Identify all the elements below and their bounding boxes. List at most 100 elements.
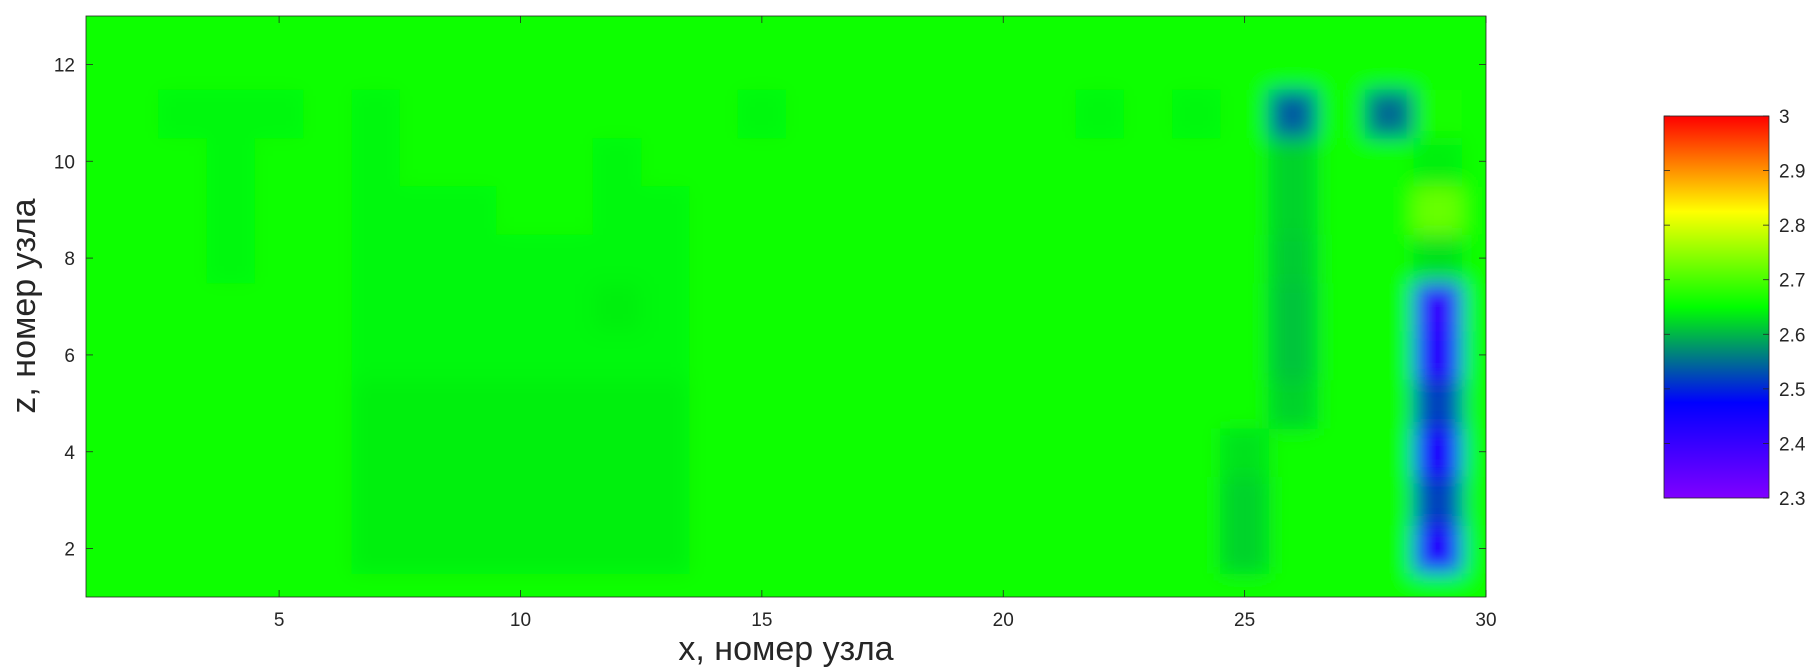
heatmap-cell	[1123, 40, 1174, 90]
heatmap-cell	[206, 572, 256, 597]
plot-area	[85, 15, 1487, 598]
heatmap-cell	[351, 185, 401, 235]
heatmap-cell	[1075, 379, 1125, 429]
heatmap-cell	[86, 137, 112, 187]
heatmap-cell	[737, 330, 787, 381]
heatmap-cell	[1172, 88, 1222, 139]
heatmap-cell	[1365, 16, 1415, 42]
heatmap-cell	[641, 185, 691, 235]
heatmap-cell	[689, 427, 739, 477]
heatmap-cell	[86, 40, 112, 90]
colorbar-tick-label: 2.8	[1779, 216, 1805, 237]
heatmap-cell	[979, 427, 1029, 477]
heatmap-cell	[206, 524, 256, 574]
heatmap-cell	[399, 137, 450, 187]
heatmap-cell	[158, 16, 208, 42]
heatmap-cell	[1027, 524, 1077, 574]
heatmap-cell	[786, 427, 836, 477]
heatmap-cell	[110, 427, 160, 477]
x-tick-label: 15	[751, 610, 772, 631]
heatmap-cell	[1123, 185, 1174, 235]
heatmap-cell	[448, 427, 498, 477]
x-tick-label: 10	[510, 610, 531, 631]
heatmap-cell	[737, 572, 787, 597]
heatmap-cell	[592, 427, 643, 477]
heatmap-cell	[158, 524, 208, 574]
heatmap-cell	[689, 330, 739, 381]
heatmap-cell	[930, 16, 981, 42]
heatmap-cell	[1365, 233, 1415, 284]
heatmap-cell	[1268, 379, 1319, 429]
heatmap-cell	[592, 40, 643, 90]
heatmap-cell	[544, 88, 594, 139]
heatmap-cell	[737, 40, 787, 90]
colorbar-tick-label: 2.4	[1779, 434, 1806, 455]
heatmap-cell	[979, 137, 1029, 187]
heatmap-cell	[882, 16, 932, 42]
heatmap-cell	[110, 233, 160, 284]
heatmap-cell	[110, 475, 160, 526]
heatmap-cell	[979, 282, 1029, 332]
heatmap-cell	[786, 282, 836, 332]
heatmap-cell	[254, 524, 305, 574]
heatmap-cell	[496, 379, 546, 429]
heatmap-cell	[206, 379, 256, 429]
y-tick-label: 8	[64, 249, 75, 270]
heatmap-cell	[930, 330, 981, 381]
heatmap-cell	[158, 185, 208, 235]
heatmap-cell	[786, 572, 836, 597]
heatmap-cell	[1220, 282, 1270, 332]
heatmap-cell	[206, 40, 256, 90]
heatmap-cell	[641, 475, 691, 526]
heatmap-cell	[206, 185, 256, 235]
heatmap-cell	[1172, 379, 1222, 429]
heatmap-cell	[303, 40, 353, 90]
heatmap-cell	[1123, 88, 1174, 139]
heatmap-cell	[110, 40, 160, 90]
heatmap-cell	[1413, 572, 1463, 597]
heatmap-cell	[544, 475, 594, 526]
heatmap-cell	[303, 427, 353, 477]
heatmap-cell	[1268, 16, 1319, 42]
heatmap-cell	[206, 282, 256, 332]
heatmap-cell	[1365, 40, 1415, 90]
heatmap-cell	[1268, 475, 1319, 526]
heatmap-cell	[689, 16, 739, 42]
heatmap-cell	[930, 40, 981, 90]
heatmap-cell	[448, 379, 498, 429]
heatmap-cell	[351, 88, 401, 139]
heatmap-cell	[86, 379, 112, 429]
heatmap-cell	[1027, 282, 1077, 332]
heatmap-cell	[1027, 427, 1077, 477]
heatmap-cell	[399, 475, 450, 526]
heatmap-cell	[1317, 88, 1367, 139]
heatmap-cell	[1075, 88, 1125, 139]
heatmap-cell	[641, 88, 691, 139]
x-tick-label: 30	[1475, 610, 1496, 631]
heatmap-cell	[496, 40, 546, 90]
heatmap-cell	[834, 233, 884, 284]
heatmap-cell	[930, 379, 981, 429]
heatmap-cell	[1027, 185, 1077, 235]
heatmap-cell	[86, 572, 112, 597]
heatmap-cell	[110, 16, 160, 42]
heatmap-cell	[1317, 475, 1367, 526]
heatmap-cell	[206, 330, 256, 381]
heatmap-cell	[1075, 330, 1125, 381]
heatmap-cell	[496, 233, 546, 284]
heatmap-cell	[448, 572, 498, 597]
heatmap-cell	[592, 88, 643, 139]
heatmap-cell	[1027, 330, 1077, 381]
heatmap-cell	[254, 16, 305, 42]
heatmap-cell	[1123, 379, 1174, 429]
heatmap-cell	[158, 88, 208, 139]
heatmap-cell	[689, 185, 739, 235]
heatmap-cell	[254, 572, 305, 597]
heatmap-cell	[1123, 282, 1174, 332]
heatmap-cell	[834, 88, 884, 139]
heatmap-cell	[592, 572, 643, 597]
heatmap-cell	[496, 572, 546, 597]
heatmap-cell	[206, 88, 256, 139]
heatmap-cell	[641, 40, 691, 90]
heatmap-cell	[158, 40, 208, 90]
